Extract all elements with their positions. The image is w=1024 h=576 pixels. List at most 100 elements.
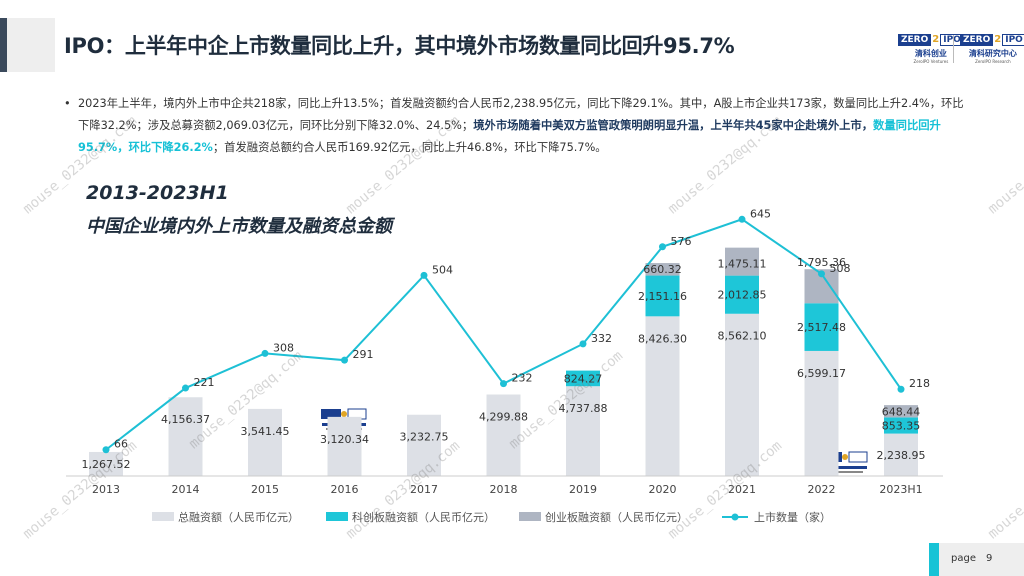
listing-count-point [261, 349, 269, 357]
listing-count-label: 332 [591, 332, 612, 345]
x-tick-label: 2019 [569, 483, 597, 496]
bar-total-funding [327, 416, 362, 476]
summary-part-1: 2023年上半年，境内外上市中企共218家，同比上升13.5%；首发融资额约合人… [78, 97, 964, 132]
bar-total-label: 4,299.88 [479, 411, 528, 424]
listing-count-label: 576 [671, 235, 692, 248]
listing-count-point [420, 271, 428, 279]
zeroipo-research-logo: ZERO 2 IPO 清科研究中心 ZeroIPO Research [960, 34, 1024, 64]
bar-total-label: 2,238.95 [877, 449, 926, 462]
listing-count-label: 218 [909, 377, 930, 390]
bar-star-market-funding [725, 275, 759, 314]
x-tick-label: 2014 [172, 483, 200, 496]
logo-left-cn: 清科创业 [914, 49, 947, 58]
listing-count-label: 221 [194, 376, 215, 389]
x-tick-label: 2015 [251, 483, 279, 496]
bar-total-funding [884, 433, 918, 476]
bar-star-market-funding [645, 275, 680, 317]
bar-total-label: 4,737.88 [559, 402, 608, 415]
x-tick-label: 2023H1 [879, 483, 922, 496]
bar-star-label: 2,151.16 [638, 290, 687, 303]
zeroipo-ventures-logo: ZERO 2 IPO 清科创业 ZeroIPO Ventures [898, 34, 964, 64]
bar-total-label: 8,426.30 [638, 332, 687, 345]
listing-count-label: 645 [750, 207, 771, 220]
listing-count-label: 508 [830, 262, 851, 275]
legend-gem-swatch [519, 512, 541, 521]
bar-gem-label: 660.32 [643, 263, 682, 276]
logo-2-icon: 2 [932, 34, 940, 45]
bar-total-funding [486, 394, 521, 476]
footer-accent-bar [929, 543, 939, 576]
listing-count-label: 504 [432, 263, 453, 276]
legend-gem-label: 创业板融资额（人民币亿元） [545, 510, 688, 524]
listing-count-point [818, 270, 825, 278]
logo-ipo-text: IPO [1002, 34, 1024, 46]
bar-star-label: 2,517.48 [797, 321, 846, 334]
bar-total-funding [89, 451, 123, 476]
x-tick-label: 2022 [808, 483, 836, 496]
logo-zero-text: ZERO [898, 34, 932, 46]
bar-total-funding [804, 350, 839, 476]
listing-count-label: 232 [512, 372, 533, 385]
bar-gem-funding [645, 263, 680, 276]
x-tick-label: 2013 [92, 483, 120, 496]
listing-count-label: 291 [353, 348, 374, 361]
bar-star-label: 824.27 [564, 372, 603, 385]
listing-count-point [897, 385, 905, 393]
bar-star-market-funding [884, 417, 918, 434]
x-tick-label: 2020 [649, 483, 677, 496]
bar-gem-label: 648.44 [882, 405, 921, 418]
bar-total-label: 3,120.34 [320, 433, 369, 446]
listing-count-label: 66 [114, 438, 128, 451]
bar-total-funding [566, 386, 600, 476]
bar-total-label: 4,156.37 [161, 413, 210, 426]
bar-star-label: 2,012.85 [718, 289, 767, 302]
bar-total-funding [168, 397, 203, 476]
logo-left-en: ZeroIPO Ventures [913, 59, 949, 64]
summary-text: 2023年上半年，境内外上市中企共218家，同比上升13.5%；首发融资额约合人… [64, 93, 972, 159]
bar-total-label: 6,599.17 [797, 367, 846, 380]
bar-gem-funding [884, 405, 918, 418]
listing-count-point [182, 384, 189, 392]
bar-total-label: 3,232.75 [400, 431, 449, 444]
bar-gem-funding [725, 247, 759, 276]
legend-star-swatch [326, 512, 348, 521]
header-accent-bar [0, 18, 7, 72]
legend-total-label: 总融资额（人民币亿元） [178, 510, 299, 524]
bar-total-funding [407, 414, 441, 476]
listing-count-point [738, 215, 746, 223]
bar-total-label: 8,562.10 [718, 330, 767, 343]
page-label: page [951, 553, 976, 564]
logo-zero-text: ZERO [960, 34, 994, 46]
logo-divider [953, 35, 954, 63]
legend-star-label: 科创板融资额（人民币亿元） [352, 510, 495, 524]
x-tick-label: 2021 [728, 483, 756, 496]
bar-gem-label: 1,475.11 [718, 258, 767, 271]
listing-count-point [500, 380, 507, 388]
legend-line-label: 上市数量（家） [754, 510, 831, 524]
listing-count-point [102, 446, 110, 454]
summary-highlight-growth: 数量同比回升95.7%，环比下降26.2% [78, 119, 941, 154]
footer-band [929, 543, 1024, 576]
slide-title: IPO：上半年中企上市数量同比上升，其中境外市场数量同比回升95.7% [64, 34, 735, 58]
bar-star-label: 853.35 [882, 419, 921, 432]
summary-highlight-overseas: 境外市场随着中美双方监管政策明朗明显升温，上半年共45家中企赴境外上市， [473, 119, 874, 132]
bar-total-funding [645, 316, 680, 476]
x-tick-label: 2016 [331, 483, 359, 496]
listing-count-label: 308 [273, 341, 294, 354]
bar-star-market-funding [566, 370, 600, 387]
bar-total-funding [248, 408, 282, 476]
slide-header: IPO：上半年中企上市数量同比上升，其中境外市场数量同比回升95.7% [0, 0, 1024, 72]
bar-total-label: 1,267.52 [82, 458, 131, 471]
summary-part-4: ；首发融资总额约合人民币169.92亿元，同比上升46.8%，环比下降75.7%… [212, 141, 607, 154]
logo-right-cn: 清科研究中心 [968, 49, 1017, 58]
legend-total-swatch [152, 512, 174, 521]
summary-bullet: • 2023年上半年，境内外上市中企共218家，同比上升13.5%；首发融资额约… [64, 93, 972, 159]
bar-total-funding [725, 313, 759, 476]
listing-count-point [341, 356, 348, 364]
logo-2-icon: 2 [994, 34, 1002, 45]
bar-star-market-funding [804, 303, 839, 351]
legend-line-marker [731, 513, 739, 521]
listing-count-point [579, 340, 587, 348]
x-tick-label: 2018 [490, 483, 518, 496]
